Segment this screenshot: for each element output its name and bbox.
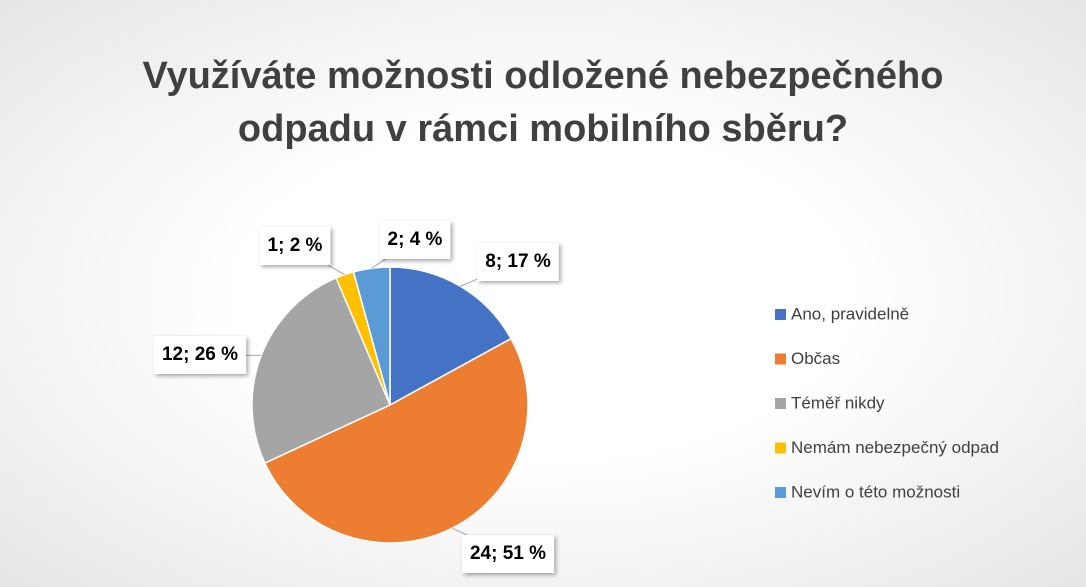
data-label: 2; 4 % [379, 221, 451, 259]
legend-label: Nevím o této možnosti [791, 482, 960, 501]
legend-swatch [775, 487, 786, 498]
data-label-box [379, 221, 451, 259]
data-label: 8; 17 % [477, 243, 559, 281]
data-label-box [461, 535, 555, 573]
data-label-text: 12; 26 % [162, 344, 238, 365]
pie-slice [263, 337, 529, 544]
legend-label: Ano, pravidelně [791, 304, 909, 323]
legend-swatch [775, 353, 786, 365]
data-label-text: 2; 4 % [388, 229, 443, 250]
pie-slice [389, 266, 513, 407]
data-label-box [153, 336, 247, 374]
legend-label: Téměř nikdy [791, 393, 885, 412]
data-label-text: 24; 51 % [470, 543, 546, 564]
legend-label: Nemám nebezpečný odpad [791, 438, 999, 457]
data-label-box [477, 243, 559, 281]
data-label-text: 1; 2 % [268, 235, 323, 256]
legend-swatch [775, 309, 786, 320]
legend-swatch [775, 398, 786, 409]
legend-swatch [775, 442, 786, 454]
chart-title: Využíváte možnosti odložené nebezpečného… [142, 55, 944, 150]
data-label: 24; 51 % [461, 535, 555, 573]
data-label: 1; 2 % [259, 227, 331, 265]
data-label-text: 8; 17 % [485, 251, 551, 272]
data-label-box [259, 227, 331, 265]
legend-label: Občas [791, 349, 840, 368]
data-label: 12; 26 % [153, 336, 247, 374]
